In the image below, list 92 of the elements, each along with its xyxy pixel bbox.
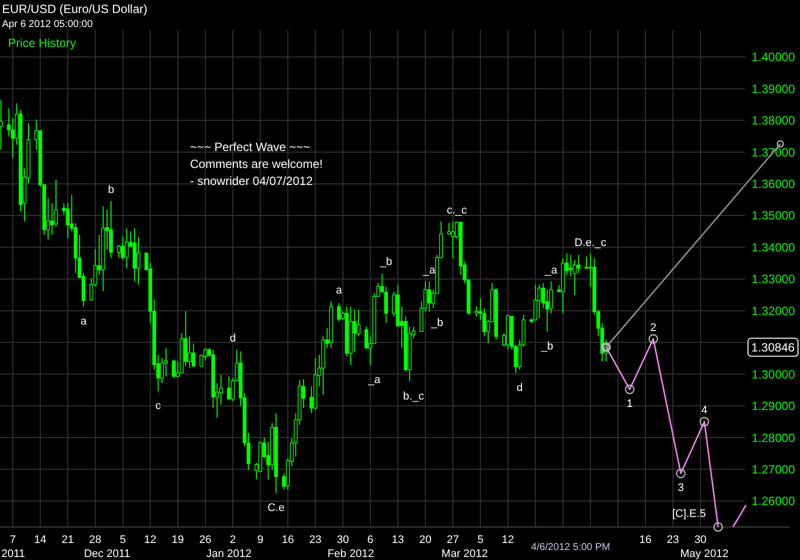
- candlestick: [576, 254, 581, 274]
- candlestick: [534, 284, 538, 320]
- x-tick-label: 7: [10, 534, 16, 546]
- x-tick-label: 23: [666, 534, 680, 546]
- x2-tick-label: Dec 2011: [84, 548, 130, 560]
- x-tick-label: 5: [120, 534, 126, 546]
- annotation: D.e._c: [574, 236, 607, 249]
- annotation: - snowrider 04/07/2012: [190, 174, 314, 188]
- annotation: _a: [367, 374, 382, 386]
- x2-tick-label: 2011: [1, 548, 26, 560]
- x-tick-label: 28: [89, 534, 102, 546]
- y-tick-label: 1.36000: [752, 177, 796, 192]
- candlestick: [427, 281, 432, 312]
- x-tick-label: 6: [367, 534, 374, 546]
- annotation: ~~~ Perfect Wave ~~~: [190, 140, 310, 154]
- candlestick: [0, 100, 3, 150]
- annotation: b: [108, 184, 114, 196]
- annotation: d: [516, 382, 523, 394]
- x-tick-label: 2: [230, 534, 236, 546]
- x-tick-label: 23: [309, 534, 322, 546]
- x2-tick-label: Mar 2012: [441, 548, 488, 560]
- candlestick: [172, 360, 176, 378]
- x-tick-label: 27: [446, 534, 460, 546]
- annotation: _b: [378, 256, 392, 268]
- y-tick-label: 1.33000: [752, 272, 796, 286]
- point: [776, 140, 784, 148]
- annotation: _a: [544, 264, 558, 276]
- y-tick-label: 1.37000: [752, 145, 796, 160]
- candlestick: [450, 221, 455, 259]
- annotation: c._c: [446, 204, 468, 216]
- x-tick-label: 20: [419, 534, 432, 546]
- annotation: _b: [430, 317, 444, 330]
- x-tick-label: 16: [639, 534, 652, 546]
- y-tick-label: 1.29000: [752, 399, 796, 414]
- x-tick-label: 12: [144, 534, 156, 546]
- annotation: d: [230, 332, 236, 345]
- x-tick-label: 19: [172, 534, 184, 546]
- x-tick-label: 12: [502, 534, 514, 546]
- annotation: 3: [678, 482, 684, 494]
- x-tick-label: 30: [336, 534, 349, 546]
- x-tick-label: 30: [694, 534, 707, 546]
- y-tick-label: 1.39000: [752, 82, 796, 96]
- x-tick-label: 9: [257, 534, 264, 546]
- candlestick: [474, 306, 478, 317]
- candlestick: [447, 222, 451, 236]
- annotation: 1: [626, 398, 633, 410]
- chart-subtitle: Apr 6 2012 05:00:00: [2, 19, 94, 30]
- y-tick-label: 1.40000: [752, 50, 796, 64]
- annotation: [C].E.5: [672, 508, 706, 520]
- x-tick-label: 16: [282, 534, 294, 546]
- x-tick-label: 14: [34, 534, 46, 546]
- candlestick: [6, 108, 11, 138]
- y-tick-label: 1.35000: [752, 208, 796, 223]
- candlestick: [116, 244, 121, 259]
- text: Price History: [8, 36, 76, 50]
- x-tick-label: 5: [477, 534, 484, 546]
- annotation: Comments are welcome!: [190, 157, 323, 171]
- text: 4/6/2012 5:00 PM: [531, 542, 610, 553]
- x2-tick-label: May 2012: [680, 548, 729, 560]
- candlestick: [226, 376, 231, 400]
- candlestick: [537, 284, 542, 319]
- candlestick: [352, 309, 357, 352]
- annotation: _b: [540, 340, 554, 352]
- annotation: 4: [701, 404, 708, 417]
- candlestick: [337, 302, 341, 322]
- candlestick: [188, 336, 192, 369]
- x-tick-label: 13: [392, 534, 404, 546]
- chart-title: EUR/USD (Euro/US Dollar): [2, 2, 148, 16]
- annotation: 2: [650, 322, 656, 334]
- x-tick-label: 26: [199, 534, 212, 546]
- candlestick: [109, 200, 113, 259]
- y-tick-label: 1.28000: [752, 430, 796, 445]
- y-tick-label: 1.30000: [752, 367, 796, 382]
- y-tick-label: 1.26000: [752, 494, 796, 508]
- annotation: c: [155, 400, 162, 412]
- annotation: b._c: [403, 390, 424, 402]
- x-tick-label: 21: [62, 534, 74, 546]
- x2-tick-label: Jan 2012: [206, 548, 252, 560]
- x2-tick-label: Feb 2012: [327, 548, 374, 560]
- annotation: a: [80, 315, 88, 328]
- annotation: a: [336, 284, 343, 296]
- y-tick-label: 1.38000: [752, 114, 796, 128]
- annotation: 1.30846: [751, 340, 796, 354]
- candlestick: [584, 256, 588, 269]
- annotation: C.e: [267, 502, 285, 514]
- y-tick-label: 1.34000: [752, 240, 796, 254]
- annotation: _a: [422, 264, 436, 276]
- candlestick: [124, 228, 129, 269]
- candlestick: [572, 259, 577, 296]
- candlestick: [136, 236, 140, 286]
- y-tick-label: 1.32000: [752, 304, 796, 318]
- y-tick-label: 1.27000: [752, 462, 796, 476]
